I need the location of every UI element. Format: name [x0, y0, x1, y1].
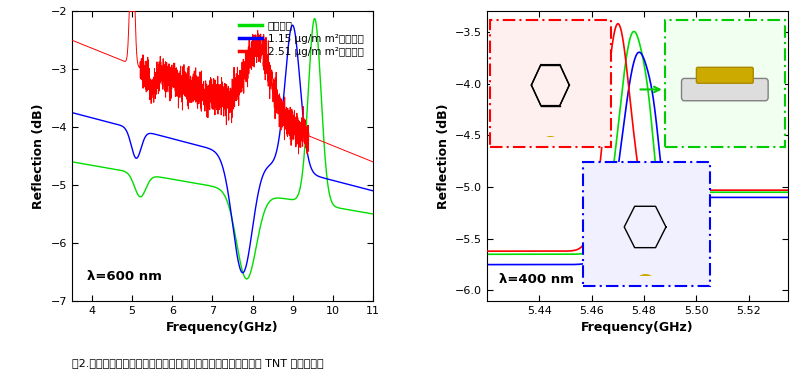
Text: +PABT: +PABT: [590, 165, 630, 175]
Text: +TNT爆炸物: +TNT爆炸物: [496, 23, 550, 33]
Text: λ=600 nm: λ=600 nm: [87, 270, 162, 284]
X-axis label: Frequency(GHz): Frequency(GHz): [582, 321, 694, 334]
X-axis label: Frequency(GHz): Frequency(GHz): [166, 321, 278, 334]
Text: Original
AuNP-LN: Original AuNP-LN: [670, 23, 722, 44]
Bar: [665, 20, 785, 147]
Text: 图2.基于超高频声表面波器件电极质量负载效应的微质量探测和 TNT 超灵敏检测: 图2.基于超高频声表面波器件电极质量负载效应的微质量探测和 TNT 超灵敏检测: [72, 358, 324, 368]
Bar: [583, 162, 710, 287]
Text: λ=400 nm: λ=400 nm: [499, 273, 574, 287]
Legend: 初始状态, 1.15 μg/m m²质量负载, 2.51 μg/m m²质量负载: 初始状态, 1.15 μg/m m²质量负载, 2.51 μg/m m²质量负载: [235, 17, 368, 61]
Y-axis label: Reflection (dB): Reflection (dB): [437, 103, 450, 209]
Bar: [490, 20, 610, 147]
Y-axis label: Reflection (dB): Reflection (dB): [32, 103, 45, 209]
